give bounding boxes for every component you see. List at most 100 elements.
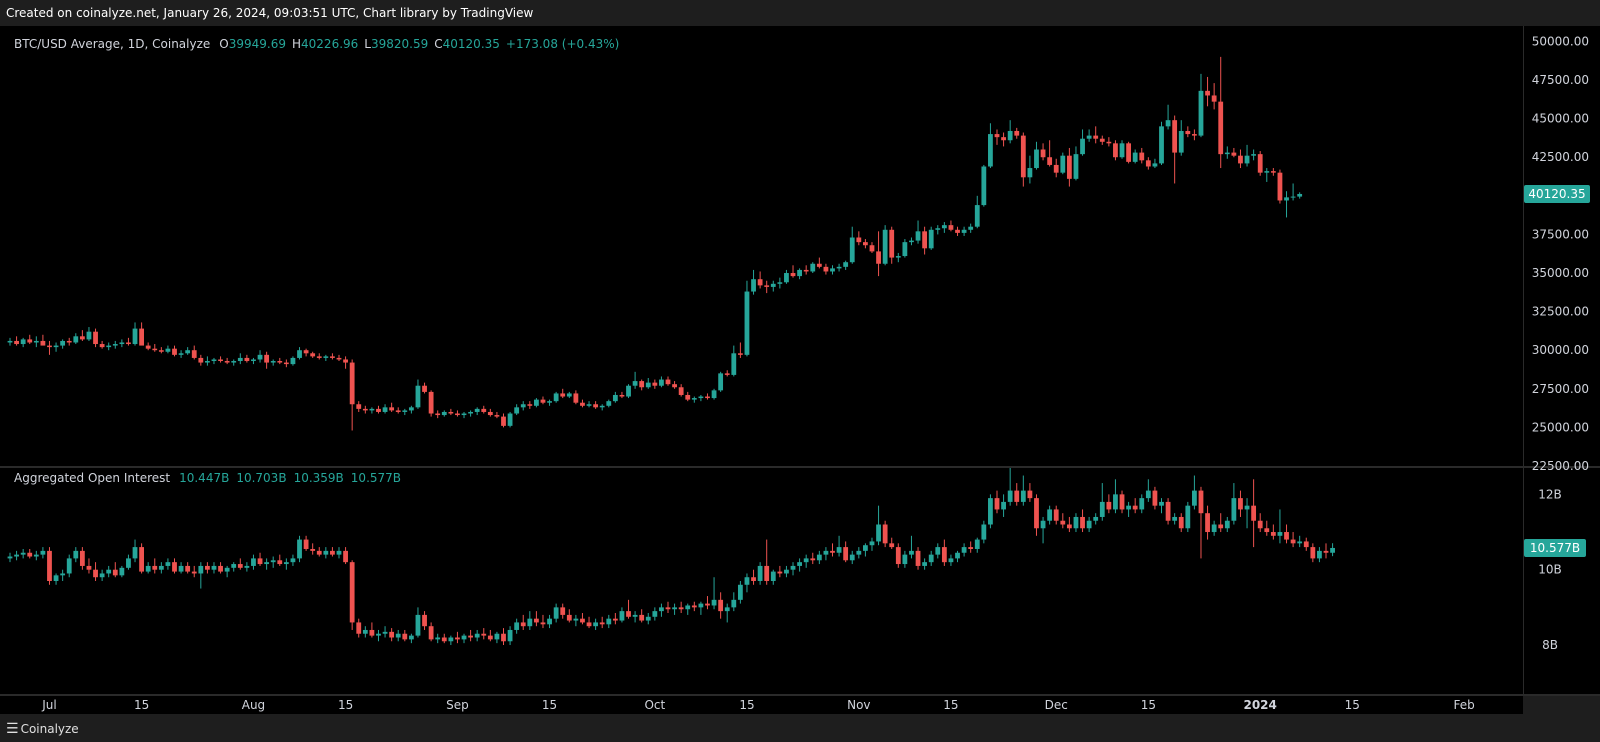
brand-logo[interactable]: ☰ Coinalyze xyxy=(6,721,79,737)
oi-candle-body xyxy=(540,622,546,625)
oi-candle-body xyxy=(270,560,276,563)
oi-candle xyxy=(14,550,19,561)
price-last-value-marker: 40120.35 xyxy=(1524,184,1590,203)
oi-candle-body xyxy=(1238,498,1243,510)
price-candle xyxy=(1284,191,1289,218)
oi-candle-body xyxy=(1060,520,1066,525)
price-candle-body xyxy=(1034,149,1039,169)
oi-candle-body xyxy=(231,564,237,568)
oi-candle-body xyxy=(1007,490,1013,502)
oi-candle-body xyxy=(830,550,835,553)
price-candle xyxy=(211,357,217,365)
price-candle xyxy=(698,394,704,402)
oi-candle-body xyxy=(928,554,934,563)
price-candle xyxy=(362,405,368,414)
oi-candle-body xyxy=(1277,532,1283,536)
oi-candle xyxy=(205,562,210,574)
price-candle xyxy=(744,280,750,357)
price-candle-body xyxy=(1165,120,1171,127)
time-axis-background xyxy=(0,696,1523,714)
oi-candle-body xyxy=(1152,490,1158,506)
time-axis[interactable]: Jul 15 Aug 15 Sep 15 Oct 15 Nov 15 Dec 15 2024 15 Feb xyxy=(41,698,1475,712)
oi-candle xyxy=(1126,501,1131,517)
oi-candle-body xyxy=(1224,520,1230,529)
price-candle-body xyxy=(1145,160,1151,167)
price-axis-tick-label: 45000.00 xyxy=(1532,112,1589,126)
price-candle-body xyxy=(53,345,59,348)
price-candle-body xyxy=(468,411,473,414)
oi-candle-body xyxy=(33,554,39,557)
oi-candle-body xyxy=(415,614,421,636)
price-candle-body xyxy=(297,350,302,358)
oi-candle xyxy=(849,550,855,565)
oi-candles xyxy=(7,468,1335,646)
price-candle xyxy=(1244,144,1250,167)
price-candle xyxy=(974,195,980,229)
oi-candle xyxy=(395,629,401,642)
price-candle-body xyxy=(974,205,980,227)
price-candle-body xyxy=(1270,171,1276,173)
price-candle xyxy=(1020,132,1026,187)
oi-candle-body xyxy=(593,622,599,627)
price-candle-body xyxy=(1066,155,1072,179)
price-candle-body xyxy=(1192,134,1197,136)
price-candle xyxy=(487,408,493,417)
price-candle xyxy=(33,336,39,348)
price-candle xyxy=(448,408,454,416)
price-candle xyxy=(145,342,151,351)
oi-candle-body xyxy=(7,556,13,559)
oi-candle xyxy=(889,537,895,549)
oi-candle xyxy=(863,543,868,557)
price-candle xyxy=(724,370,730,377)
price-candle-body xyxy=(139,328,144,346)
price-candle xyxy=(7,337,13,346)
oi-candle xyxy=(1198,486,1204,559)
price-candle xyxy=(20,337,26,348)
price-candle xyxy=(566,391,572,399)
price-candle xyxy=(172,345,177,357)
price-candle-body xyxy=(501,416,506,426)
chart-area[interactable]: 50000.0047500.0045000.0042500.0040000.00… xyxy=(0,26,1600,714)
price-candle xyxy=(1224,146,1230,159)
oi-candle-body xyxy=(119,567,125,576)
price-candle-body xyxy=(1007,130,1013,141)
oi-legend-title: Aggregated Open Interest xyxy=(14,471,170,485)
oi-candle-body xyxy=(165,562,171,566)
oi-candle-body xyxy=(632,614,638,617)
oi-candle xyxy=(251,554,256,570)
price-candle xyxy=(1277,169,1283,204)
oi-candle-body xyxy=(1093,516,1099,521)
oi-candle xyxy=(520,614,526,630)
oi-candle xyxy=(1152,486,1158,510)
price-axis-tick-label: 35000.00 xyxy=(1532,266,1589,280)
oi-candle xyxy=(152,558,158,574)
oi-candle xyxy=(1073,513,1079,533)
oi-candle-body xyxy=(895,547,901,565)
oi-candle-body xyxy=(988,498,993,525)
oi-candle-body xyxy=(1113,494,1118,510)
price-candle-body xyxy=(1106,141,1112,144)
price-candle xyxy=(645,378,651,389)
oi-candle-body xyxy=(481,633,487,636)
oi-candle-body xyxy=(751,577,756,581)
oi-candle xyxy=(198,562,204,589)
price-candle xyxy=(297,347,302,360)
oi-candle xyxy=(705,596,710,610)
price-candle xyxy=(889,226,895,264)
price-candle-body xyxy=(632,381,638,386)
oi-candle xyxy=(757,562,763,585)
price-candle-body xyxy=(389,407,395,411)
price-legend-c: 40120.35 xyxy=(443,37,500,51)
oi-candle-body xyxy=(395,633,401,638)
price-candle-body xyxy=(356,404,362,409)
price-candle-body xyxy=(803,269,809,272)
price-candle-body xyxy=(968,226,974,230)
oi-axis[interactable]: 12B 10B 8B xyxy=(1538,487,1562,652)
price-candle xyxy=(270,359,276,366)
price-candle-body xyxy=(14,340,19,345)
price-candle xyxy=(1126,141,1131,164)
price-candle-body xyxy=(461,413,467,416)
oi-legend-c: 10.577B xyxy=(351,471,401,485)
price-candle xyxy=(455,410,460,417)
price-candle xyxy=(803,265,809,275)
